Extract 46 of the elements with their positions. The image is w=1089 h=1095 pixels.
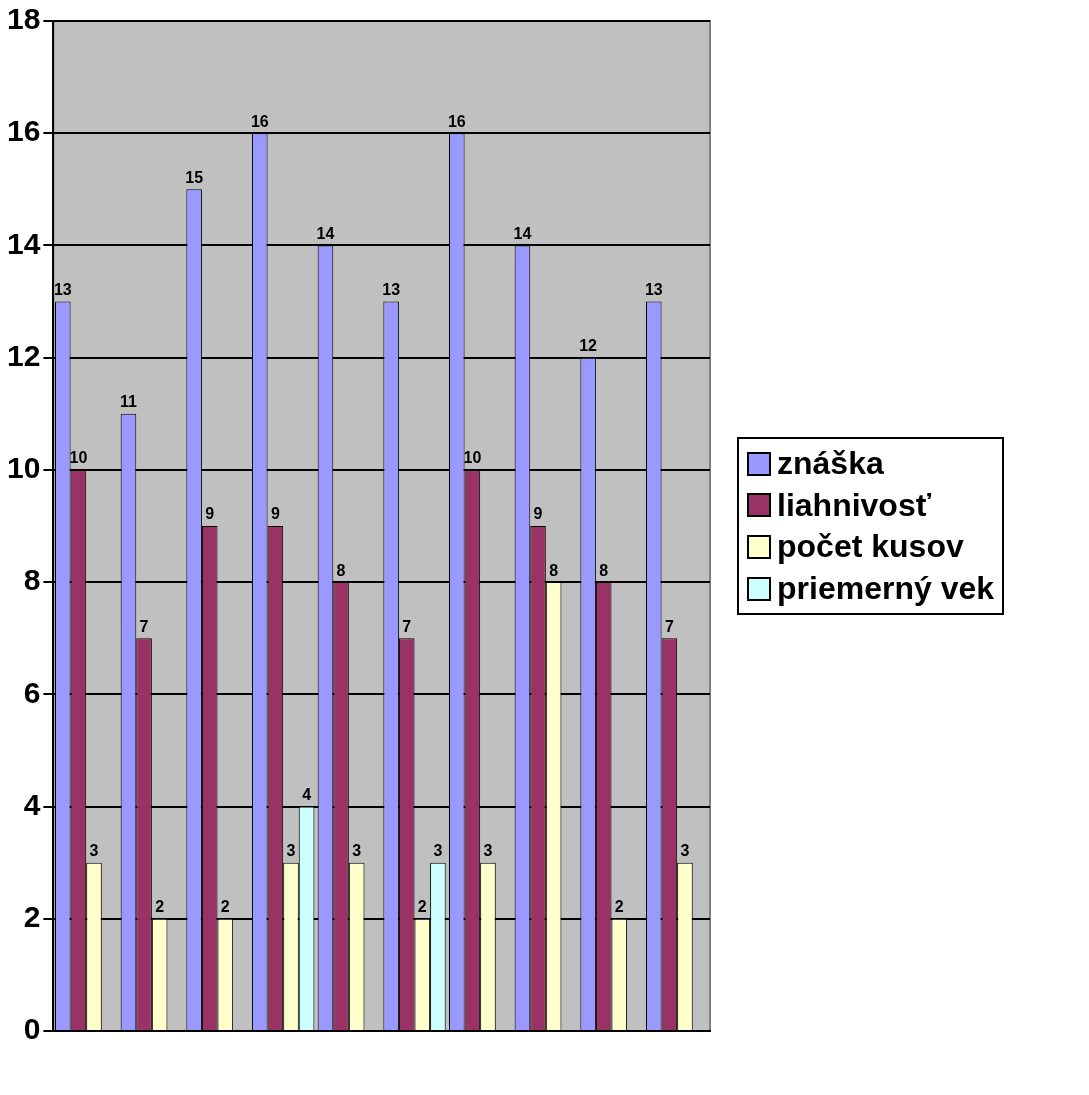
- legend-label: priemerný vek: [777, 568, 995, 608]
- y-tick-label: 18: [6, 2, 41, 36]
- data-label: 14: [513, 224, 532, 242]
- data-label: 7: [139, 617, 149, 635]
- data-label: 16: [447, 112, 466, 130]
- y-tick-label: 2: [23, 900, 41, 934]
- y-tick-label: 12: [6, 338, 41, 372]
- data-label: 15: [185, 168, 204, 186]
- y-tick-label: 6: [23, 675, 41, 709]
- legend-label: znáška: [777, 444, 884, 483]
- y-tick-label: 4: [23, 787, 41, 821]
- data-label: 3: [680, 842, 690, 860]
- data-label: 13: [53, 280, 72, 298]
- legend-label: liahnivosť: [777, 485, 932, 525]
- legend-label: počet kusov: [777, 527, 964, 567]
- data-label: 2: [417, 898, 427, 916]
- data-label: 2: [155, 898, 165, 916]
- data-label: 13: [382, 280, 401, 298]
- data-label: 3: [433, 842, 443, 860]
- data-label: 3: [483, 842, 493, 860]
- data-label: 2: [220, 898, 230, 916]
- data-label: 8: [599, 561, 609, 579]
- data-label: 14: [316, 224, 335, 242]
- data-label: 10: [69, 449, 88, 467]
- data-label: 10: [463, 449, 482, 467]
- data-label: 8: [336, 561, 346, 579]
- data-label: 9: [533, 505, 543, 523]
- y-tick-label: 16: [6, 114, 41, 148]
- data-label: 2: [614, 898, 624, 916]
- y-tick-label: 0: [23, 1012, 41, 1046]
- data-label: 8: [549, 561, 559, 579]
- data-label: 3: [352, 842, 362, 860]
- y-tick-label: 14: [6, 226, 41, 260]
- data-label: 11: [120, 393, 138, 411]
- data-label: 3: [89, 842, 99, 860]
- y-tick-label: 10: [6, 451, 41, 485]
- data-label: 7: [664, 617, 674, 635]
- data-label: 16: [250, 112, 269, 130]
- data-label: 7: [402, 617, 412, 635]
- data-label: 13: [644, 280, 663, 298]
- data-label: 9: [270, 505, 280, 523]
- data-label: 3: [286, 842, 296, 860]
- data-label: 4: [302, 785, 312, 803]
- y-tick-label: 8: [23, 563, 41, 597]
- data-label: 9: [205, 505, 215, 523]
- data-label: 12: [579, 337, 598, 355]
